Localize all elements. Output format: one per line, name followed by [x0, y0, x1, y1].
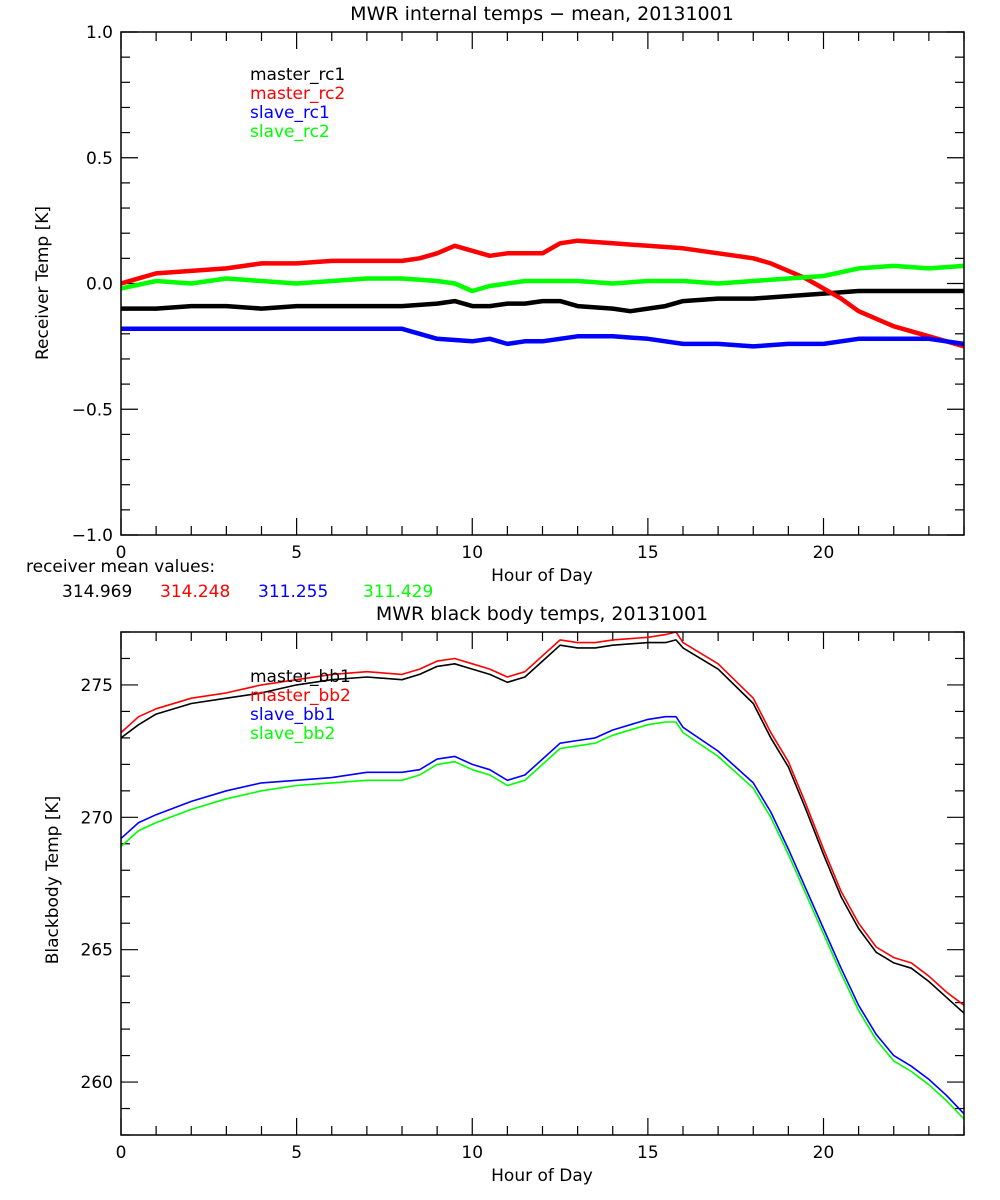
series-line-slave-rc1 [121, 326, 964, 349]
x-tick-label: 10 [461, 1143, 483, 1163]
legend-entry-slave-rc2: slave_rc2 [250, 122, 330, 142]
legend-entry-slave-bb1: slave_bb1 [250, 705, 335, 725]
y-tick-label: 1.0 [86, 23, 113, 43]
x-tick-label: 20 [813, 1143, 835, 1163]
x-tick-label: 0 [116, 1143, 127, 1163]
x-tick-label: 0 [116, 543, 127, 563]
mean-value-slave-rc2: 311.429 [363, 582, 433, 602]
series-line-slave-bb2 [121, 721, 964, 1120]
y-tick-label: 270 [81, 808, 113, 828]
y-tick-labels: −1.0 −0.5 0.0 0.5 1.0 [72, 23, 113, 546]
x-tick-label: 15 [637, 1143, 659, 1163]
blackbody-temp-plot: MWR black body temps, 20131001 0 5 10 15 20 … [43, 603, 965, 1186]
legend-entry-master-bb1: master_bb1 [250, 667, 351, 687]
series-line-master-bb1 [121, 639, 964, 1014]
series-layer [121, 238, 964, 349]
y-axis-label: Blackbody Temp [K] [43, 796, 63, 965]
series-line-slave-bb1 [121, 715, 964, 1115]
y-tick-label: 0.5 [86, 149, 113, 169]
series-line-master-bb2 [121, 632, 964, 1006]
y-tick-label: 265 [81, 941, 113, 961]
y-axis-label: Receiver Temp [K] [33, 206, 53, 360]
x-axis-label: Hour of Day [491, 566, 593, 586]
y-tick-label: 260 [81, 1073, 113, 1093]
legend-entry-master-rc2: master_rc2 [250, 84, 345, 104]
receiver-temp-plot: MWR internal temps − mean, 20131001 0 5 10… [33, 3, 965, 586]
x-tick-label: 10 [461, 543, 483, 563]
mean-value-master-rc2: 314.248 [160, 582, 230, 602]
series-line-master-rc1 [121, 288, 964, 314]
series-line-slave-rc2 [121, 263, 964, 294]
y-tick-labels: 260 265 270 275 [81, 676, 113, 1093]
receiver-mean-values: 314.969 314.248 311.255 311.429 [62, 582, 433, 602]
y-tick-label: 275 [81, 676, 113, 696]
chart-title: MWR black body temps, 20131001 [376, 603, 708, 625]
mean-value-master-rc1: 314.969 [62, 582, 132, 602]
y-tick-label: 0.0 [86, 275, 113, 295]
ticks [120, 31, 965, 536]
series-layer [121, 632, 964, 1120]
series-line-master-rc2 [121, 238, 964, 349]
chart-title: MWR internal temps − mean, 20131001 [350, 3, 734, 25]
plot-frame [120, 31, 965, 536]
legend-entry-master-bb2: master_bb2 [250, 686, 351, 706]
x-tick-labels: 0 5 10 15 20 [116, 543, 835, 563]
legend-entry-slave-bb2: slave_bb2 [250, 724, 335, 744]
plot-frame [120, 631, 965, 1136]
x-tick-labels: 0 5 10 15 20 [116, 1143, 835, 1163]
y-tick-label: −1.0 [72, 526, 113, 546]
mean-value-slave-rc1: 311.255 [258, 582, 328, 602]
x-tick-label: 5 [291, 543, 302, 563]
y-tick-label: −0.5 [72, 400, 113, 420]
x-tick-label: 5 [291, 1143, 302, 1163]
x-axis-label: Hour of Day [491, 1166, 593, 1186]
legend-entry-slave-rc1: slave_rc1 [250, 103, 330, 123]
receiver-mean-caption: receiver mean values: [26, 557, 215, 577]
x-tick-label: 20 [813, 543, 835, 563]
legend-entry-master-rc1: master_rc1 [250, 65, 345, 85]
x-tick-label: 15 [637, 543, 659, 563]
